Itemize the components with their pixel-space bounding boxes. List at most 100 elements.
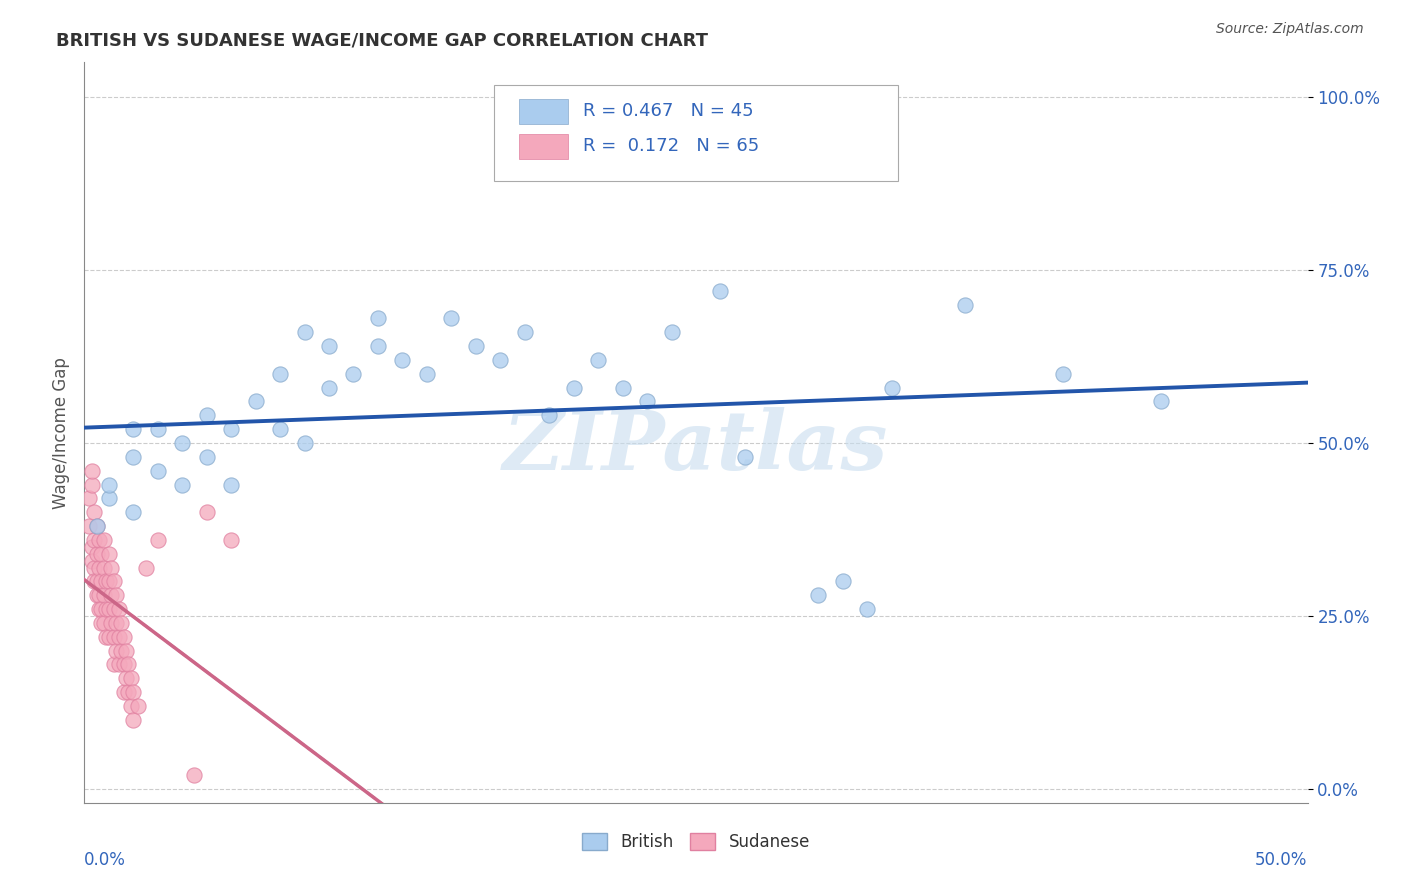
Point — [97, 630, 120, 644]
Point — [195, 409, 218, 423]
Point — [87, 533, 110, 547]
Point — [127, 698, 149, 713]
Point — [416, 367, 439, 381]
Point — [112, 685, 135, 699]
Point — [183, 768, 205, 782]
Point — [112, 630, 135, 644]
Point — [86, 547, 108, 561]
Point — [367, 311, 389, 326]
Point — [100, 588, 122, 602]
Text: 50.0%: 50.0% — [1256, 851, 1308, 869]
Point — [110, 615, 132, 630]
Text: Source: ZipAtlas.com: Source: ZipAtlas.com — [1216, 22, 1364, 37]
Point — [135, 560, 157, 574]
Text: BRITISH VS SUDANESE WAGE/INCOME GAP CORRELATION CHART: BRITISH VS SUDANESE WAGE/INCOME GAP CORR… — [56, 31, 709, 49]
Point — [122, 685, 145, 699]
Point — [90, 602, 112, 616]
Point — [107, 630, 129, 644]
Point — [93, 588, 115, 602]
Point — [80, 554, 103, 568]
FancyBboxPatch shape — [519, 134, 568, 159]
Point — [83, 505, 105, 519]
Text: R = 0.467   N = 45: R = 0.467 N = 45 — [583, 102, 754, 120]
Point — [318, 339, 340, 353]
Point — [103, 657, 125, 672]
Point — [87, 588, 110, 602]
Point — [77, 491, 100, 506]
Point — [117, 657, 139, 672]
Point — [294, 436, 316, 450]
Point — [105, 588, 128, 602]
FancyBboxPatch shape — [494, 85, 898, 181]
Point — [80, 477, 103, 491]
Point — [83, 574, 105, 589]
Point — [86, 574, 108, 589]
Point — [97, 491, 120, 506]
Point — [122, 450, 145, 464]
Point — [117, 685, 139, 699]
Point — [856, 602, 879, 616]
Point — [86, 519, 108, 533]
Point — [146, 464, 169, 478]
Point — [122, 422, 145, 436]
Point — [122, 505, 145, 519]
Point — [342, 367, 364, 381]
Text: 0.0%: 0.0% — [84, 851, 127, 869]
Point — [107, 657, 129, 672]
Point — [219, 533, 242, 547]
Point — [367, 339, 389, 353]
Point — [110, 643, 132, 657]
Point — [90, 547, 112, 561]
Point — [1150, 394, 1173, 409]
Point — [219, 477, 242, 491]
Point — [318, 381, 340, 395]
Point — [97, 547, 120, 561]
Point — [115, 671, 138, 685]
Point — [87, 560, 110, 574]
Point — [195, 505, 218, 519]
Point — [831, 574, 853, 589]
Point — [612, 381, 634, 395]
Point — [100, 560, 122, 574]
Point — [195, 450, 218, 464]
Point — [269, 422, 291, 436]
Text: R =  0.172   N = 65: R = 0.172 N = 65 — [583, 137, 759, 155]
Point — [636, 394, 658, 409]
Point — [120, 671, 142, 685]
Point — [80, 464, 103, 478]
Point — [245, 394, 267, 409]
Point — [83, 560, 105, 574]
Point — [77, 519, 100, 533]
Point — [103, 630, 125, 644]
Point — [953, 297, 976, 311]
Point — [93, 533, 115, 547]
Point — [103, 574, 125, 589]
Point — [1052, 367, 1074, 381]
Point — [93, 560, 115, 574]
Y-axis label: Wage/Income Gap: Wage/Income Gap — [52, 357, 70, 508]
Point — [538, 409, 561, 423]
Point — [87, 602, 110, 616]
Legend: British, Sudanese: British, Sudanese — [575, 826, 817, 857]
Point — [464, 339, 486, 353]
Point — [807, 588, 830, 602]
Point — [112, 657, 135, 672]
Point — [880, 381, 903, 395]
Point — [586, 353, 609, 368]
Point — [709, 284, 731, 298]
Point — [440, 311, 463, 326]
Point — [105, 615, 128, 630]
Point — [97, 602, 120, 616]
Point — [219, 422, 242, 436]
Point — [93, 615, 115, 630]
Point — [172, 477, 194, 491]
Point — [105, 643, 128, 657]
Point — [115, 643, 138, 657]
Point — [107, 602, 129, 616]
Point — [80, 540, 103, 554]
Point — [513, 326, 536, 340]
Point — [734, 450, 756, 464]
Point — [120, 698, 142, 713]
Point — [86, 519, 108, 533]
Point — [661, 326, 683, 340]
